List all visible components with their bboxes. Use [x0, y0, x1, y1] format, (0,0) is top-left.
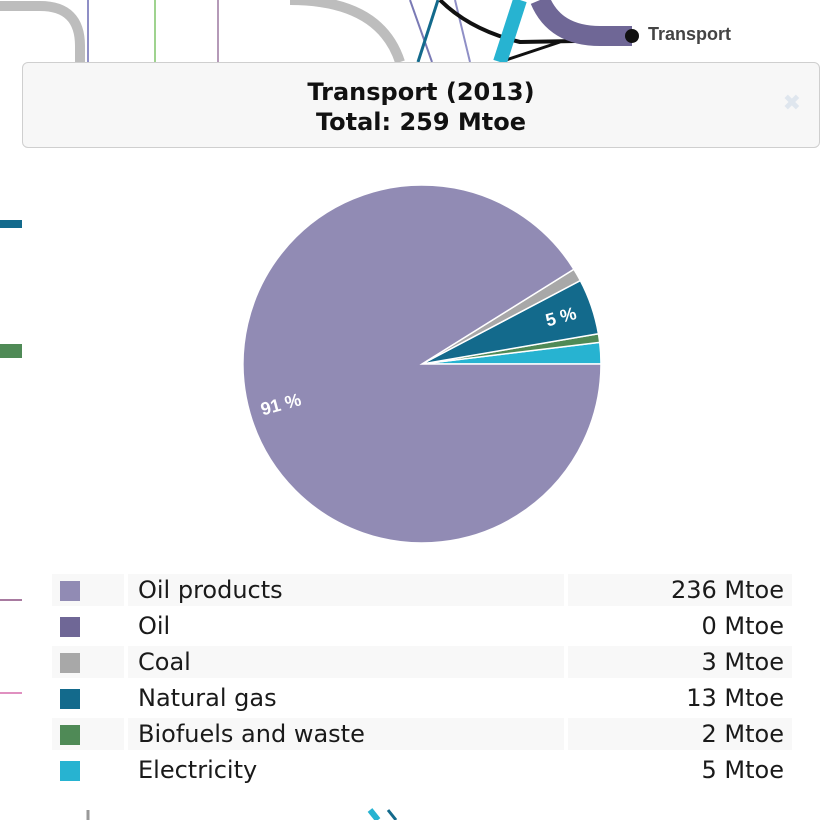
sankey-flow-left [0, 344, 22, 358]
legend-gap [124, 682, 128, 714]
pie-chart: 5 %91 % [242, 184, 602, 544]
legend-row: Biofuels and waste 2 Mtoe [52, 718, 792, 750]
sankey-flow-purple [530, 0, 632, 46]
legend-swatch-cell [52, 574, 124, 606]
legend-value: 2 Mtoe [568, 718, 792, 750]
sankey-flow-thin [454, 0, 471, 63]
legend-row: Oil products 236 Mtoe [52, 574, 792, 606]
sankey-flow-left [0, 220, 22, 228]
legend-name: Biofuels and waste [128, 718, 564, 750]
legend-row: Electricity 5 Mtoe [52, 754, 792, 786]
sankey-flow-bottom [367, 808, 381, 820]
legend-value: 236 Mtoe [568, 574, 792, 606]
sankey-flow-black [438, 0, 633, 45]
sankey-flow-bottom [386, 809, 398, 820]
close-icon[interactable]: ✖ [782, 90, 801, 115]
legend-swatch-cell [52, 718, 124, 750]
legend-name: Electricity [138, 756, 258, 784]
sankey-node-transport [625, 29, 639, 43]
legend-gap [564, 574, 568, 606]
legend-swatch [60, 581, 80, 601]
legend-value: 0 Mtoe [701, 612, 784, 640]
legend-value: 3 Mtoe [568, 646, 792, 678]
legend-name: Oil [138, 612, 171, 640]
sankey-node-label: Transport [648, 24, 732, 44]
sankey-flow-black [499, 40, 561, 64]
legend-value: 5 Mtoe [701, 756, 784, 784]
legend-gap [124, 574, 128, 606]
legend-swatch [60, 761, 80, 781]
legend-gap [564, 682, 568, 714]
sankey-flow-thin [416, 0, 440, 63]
sankey-flow-thin [409, 0, 433, 63]
legend-swatch [60, 617, 80, 637]
legend-gap [124, 646, 128, 678]
legend-swatch [60, 689, 80, 709]
legend-gap [124, 610, 128, 642]
popup-title: Transport (2013) [307, 78, 535, 106]
sankey-flow-grey [0, 1, 85, 62]
legend-gap [564, 754, 568, 786]
legend-gap [564, 646, 568, 678]
legend-value: 13 Mtoe [686, 684, 784, 712]
legend-gap [124, 754, 128, 786]
legend-gap [564, 610, 568, 642]
legend-name: Natural gas [138, 684, 277, 712]
legend-swatch [60, 653, 80, 673]
legend-table: Oil products 236 Mtoe Oil 0 Mtoe Coal 3 Mtoe N… [52, 570, 792, 790]
sankey-flow-cyan [493, 0, 527, 65]
legend-swatch [60, 725, 80, 745]
legend-gap [564, 718, 568, 750]
legend-row: Natural gas 13 Mtoe [52, 682, 792, 714]
popup-total: Total: 259 Mtoe [315, 108, 527, 136]
legend-swatch-cell [52, 754, 124, 786]
legend-swatch-cell [52, 610, 124, 642]
legend-row: Oil 0 Mtoe [52, 610, 792, 642]
legend-row: Coal 3 Mtoe [52, 646, 792, 678]
legend-swatch-cell [52, 682, 124, 714]
legend-name: Oil products [128, 574, 564, 606]
legend-name: Coal [128, 646, 564, 678]
legend-gap [124, 718, 128, 750]
chart-popup: Transport (2013) Total: 259 Mtoe ✖ [22, 62, 820, 148]
pie-slice [242, 184, 602, 544]
legend-swatch-cell [52, 646, 124, 678]
sankey-flow-grey [289, 0, 405, 64]
